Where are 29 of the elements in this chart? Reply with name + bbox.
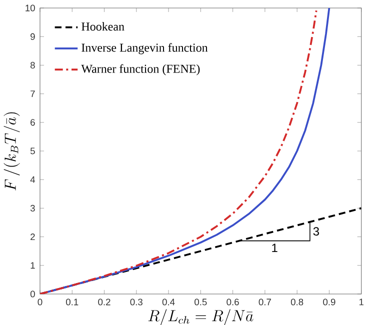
y-tick-label: 7 bbox=[30, 90, 35, 98]
x-tick-label: 0.2 bbox=[98, 298, 110, 306]
x-tick-label: 0.6 bbox=[226, 298, 239, 306]
annotation: 1 bbox=[272, 244, 278, 252]
legend-label: Inverse Langevin function bbox=[82, 43, 208, 54]
x-axis-title: $R/L_{ch} = R/N\bar{a}$ bbox=[148, 309, 254, 325]
x-tick-label: 0.3 bbox=[130, 298, 142, 306]
legend-label: Warner function (FENE) bbox=[81, 64, 200, 76]
y-tick-label: 5 bbox=[30, 148, 35, 154]
x-tick-label: 0.8 bbox=[290, 298, 304, 306]
y-tick-label: 0 bbox=[30, 290, 35, 298]
x-tick-label: 0.1 bbox=[66, 298, 78, 306]
x-tick-label: 0.7 bbox=[258, 298, 271, 306]
y-tick-label: 1 bbox=[30, 262, 35, 269]
x-tick-label: 0.4 bbox=[162, 298, 175, 306]
y-tick-label: 4 bbox=[30, 176, 36, 183]
annotation: 3 bbox=[313, 227, 320, 236]
y-tick-label: 10 bbox=[26, 4, 35, 12]
x-tick-label: 0.9 bbox=[323, 298, 336, 306]
x-tick-label: 1 bbox=[359, 298, 364, 306]
legend-label: Hookean bbox=[82, 22, 124, 31]
y-tick-label: 2 bbox=[30, 234, 35, 240]
y-tick-label: 8 bbox=[30, 62, 35, 68]
y-axis-title: $F\,/(k_BT/\bar{a})$ bbox=[4, 112, 20, 190]
y-tick-label: 3 bbox=[30, 204, 35, 212]
x-tick-label: 0.5 bbox=[194, 298, 207, 306]
y-tick-label: 6 bbox=[30, 119, 35, 126]
y-tick-label: 9 bbox=[30, 33, 35, 40]
x-tick-label: 0 bbox=[38, 298, 42, 306]
